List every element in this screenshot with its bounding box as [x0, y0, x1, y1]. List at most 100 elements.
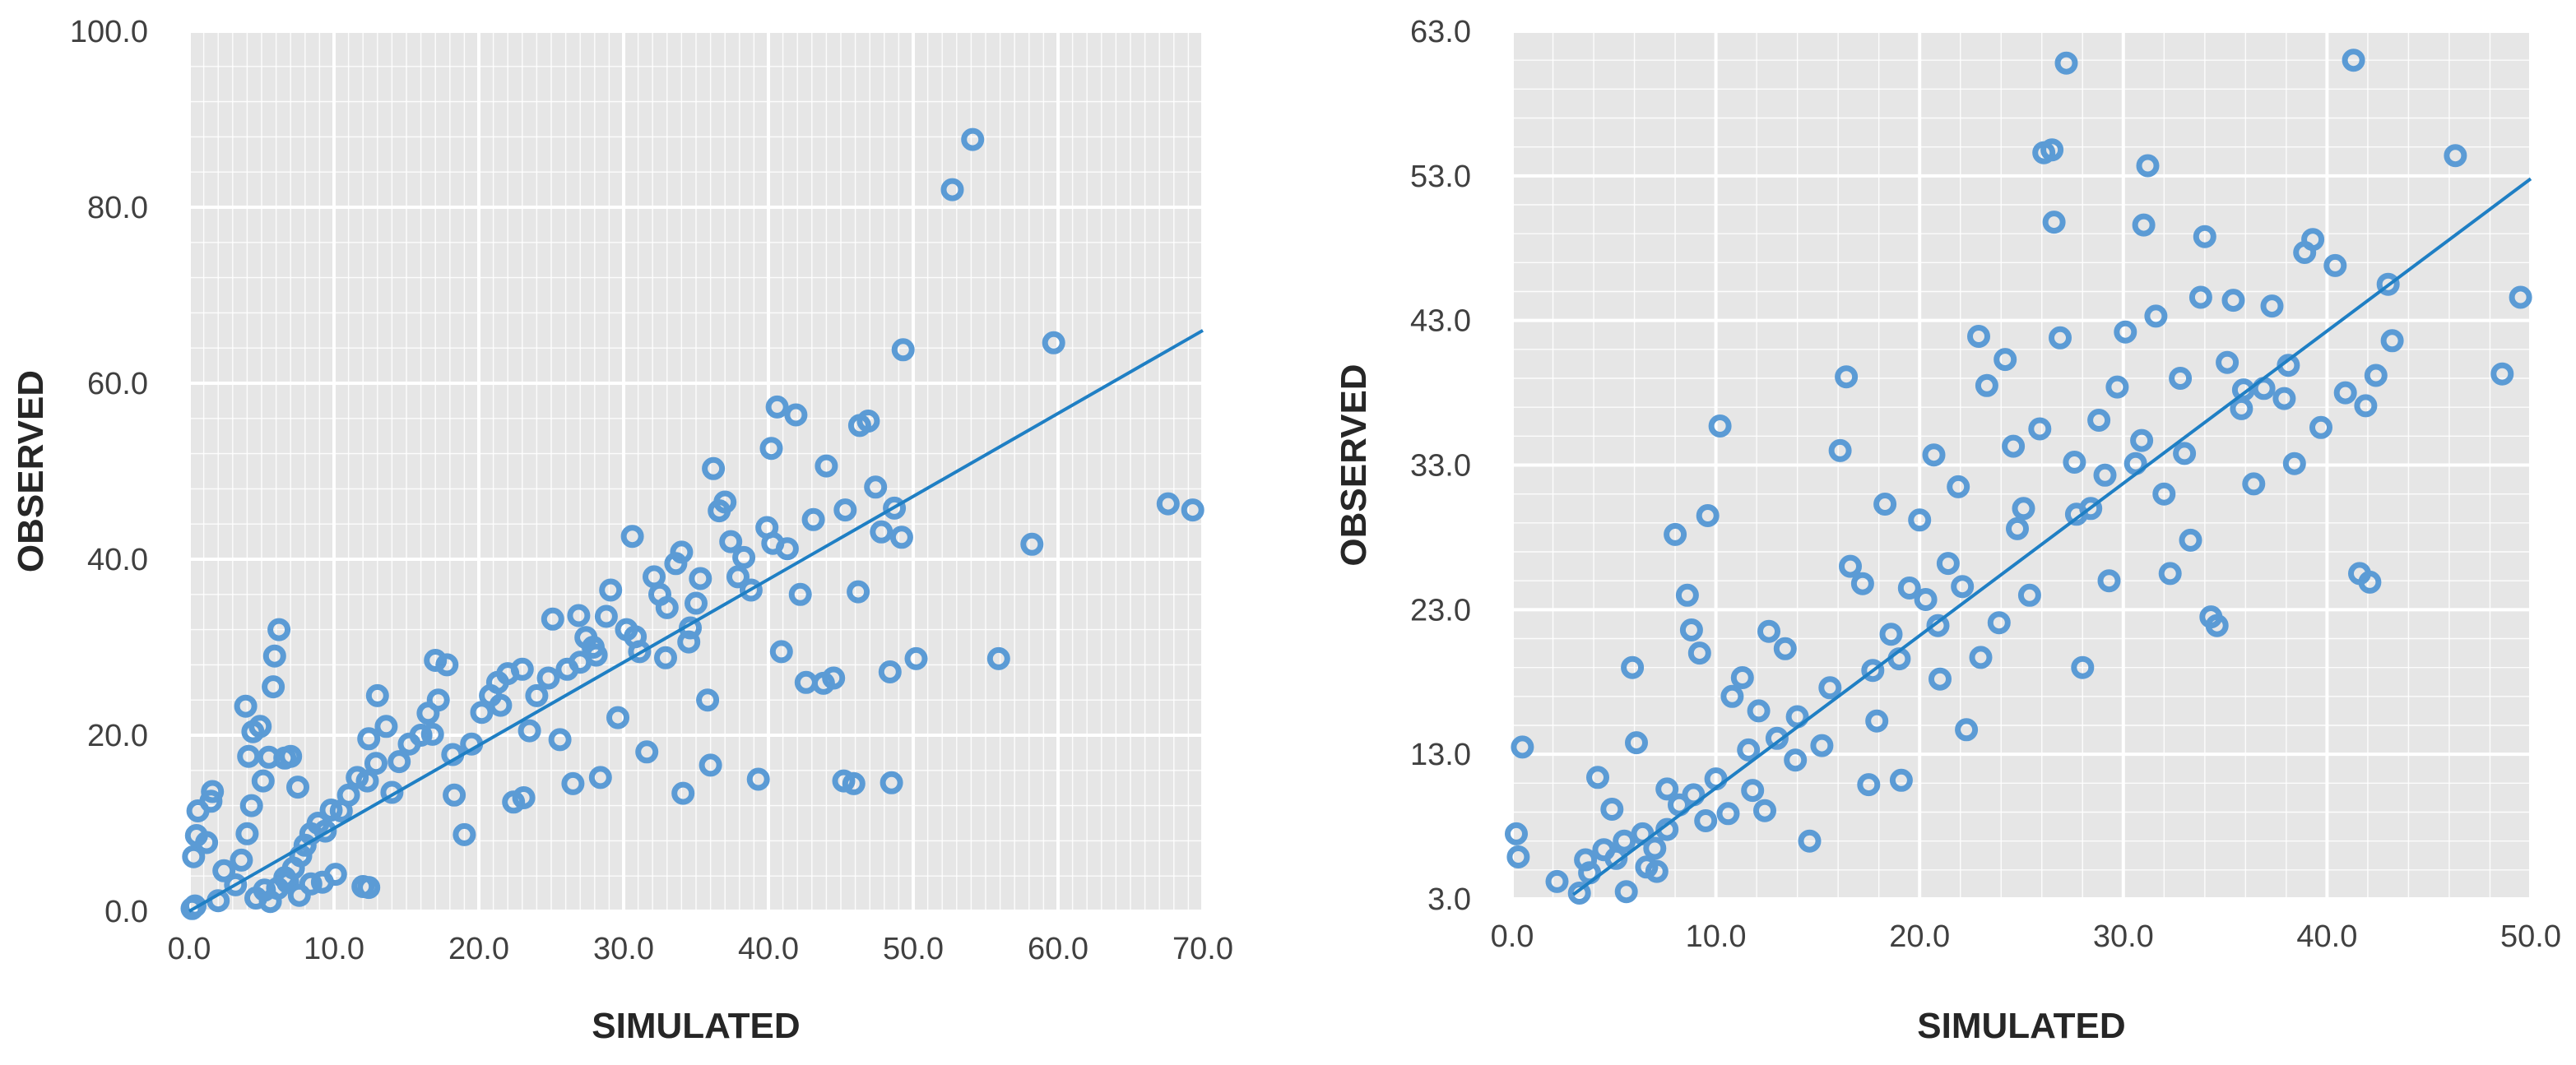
data-point	[889, 526, 913, 549]
data-point	[904, 646, 928, 670]
data-point	[2376, 272, 2400, 296]
data-point	[1613, 829, 1636, 853]
x-axis-title: SIMULATED	[592, 1006, 800, 1046]
data-point	[1511, 735, 1534, 759]
data-point	[234, 694, 258, 718]
data-point	[2136, 154, 2160, 178]
data-point	[2490, 362, 2514, 386]
data-point	[2002, 434, 2026, 458]
data-point	[2173, 442, 2197, 465]
data-point	[1947, 475, 1970, 498]
data-point	[2282, 451, 2306, 475]
data-point	[2144, 304, 2168, 328]
data-point	[224, 873, 248, 896]
data-point	[654, 646, 677, 669]
data-point	[2169, 367, 2193, 390]
data-point	[1936, 552, 1960, 576]
data-point	[1857, 773, 1881, 797]
data-point	[739, 578, 763, 602]
data-point	[567, 604, 591, 627]
data-point	[2444, 144, 2467, 168]
data-point	[251, 769, 275, 793]
data-point	[677, 630, 701, 654]
data-point	[2231, 378, 2255, 402]
data-point	[2323, 253, 2347, 277]
data-point	[1181, 498, 1204, 522]
data-point	[409, 724, 433, 747]
data-point	[2260, 294, 2284, 318]
data-point	[355, 769, 379, 793]
data-point	[1835, 365, 1859, 389]
data-point	[1987, 611, 2011, 635]
data-point	[1908, 508, 1932, 532]
data-point	[2152, 482, 2176, 506]
x-tick-labels: 0.0 10.0 20.0 30.0 40.0 50.0 60.0 70.0	[168, 932, 1233, 966]
data-point	[1861, 659, 1885, 683]
data-point	[1798, 829, 1822, 853]
data-point	[1694, 809, 1718, 832]
data-points	[180, 127, 1204, 920]
x-tick-label: 30.0	[593, 932, 654, 966]
trendline	[1572, 177, 2532, 896]
data-point	[1975, 373, 1998, 397]
data-point	[299, 872, 323, 896]
data-point	[584, 643, 608, 667]
data-point	[1765, 726, 1789, 750]
data-point	[182, 845, 206, 868]
data-point	[1645, 859, 1669, 883]
data-point	[201, 780, 225, 803]
data-point	[1586, 766, 1609, 789]
data-point	[1967, 325, 1990, 348]
data-point	[1042, 331, 1065, 354]
y-tick-label: 13.0	[1410, 738, 1471, 772]
data-point	[842, 771, 866, 795]
data-point	[832, 769, 856, 793]
data-point	[833, 498, 857, 522]
data-point	[1604, 846, 1628, 870]
data-point	[287, 883, 311, 907]
data-point	[759, 437, 783, 461]
y-tick-label: 20.0	[87, 719, 148, 753]
data-point	[2049, 326, 2072, 350]
data-point	[732, 545, 756, 569]
data-point	[1720, 684, 1744, 708]
data-point	[1741, 779, 1765, 803]
data-point	[594, 604, 618, 628]
data-point	[2272, 387, 2296, 410]
data-point	[1757, 619, 1780, 643]
data-point	[525, 683, 549, 707]
data-point	[761, 531, 785, 555]
data-point	[2221, 289, 2245, 313]
data-point	[1679, 618, 1703, 641]
y-axis-title: OBSERVED	[11, 370, 51, 572]
data-point	[262, 644, 286, 668]
data-point	[856, 410, 880, 433]
data-point	[1505, 822, 1528, 845]
data-point	[426, 688, 450, 712]
y-axis-title: OBSERVED	[1334, 363, 1374, 566]
data-point	[2063, 451, 2086, 474]
data-point	[2342, 49, 2365, 72]
data-point	[1574, 848, 1598, 872]
data-point	[940, 178, 964, 201]
data-point	[239, 794, 263, 817]
data-point	[2216, 350, 2239, 374]
y-tick-label: 80.0	[87, 191, 148, 225]
data-point	[1156, 492, 1180, 516]
data-point	[2012, 497, 2035, 521]
data-point	[1969, 646, 1993, 669]
data-point	[235, 822, 259, 845]
x-axis-title: SIMULATED	[1917, 1006, 2125, 1046]
data-point	[374, 715, 398, 739]
data-point	[1784, 748, 1808, 772]
data-point	[424, 649, 448, 672]
data-point	[337, 783, 360, 807]
data-point	[2042, 211, 2066, 234]
y-tick-labels: 0.0 20.0 40.0 60.0 80.0 100.0	[70, 15, 148, 929]
data-point	[1773, 637, 1797, 660]
data-point	[788, 582, 812, 606]
data-point	[2380, 329, 2404, 353]
x-tick-label: 70.0	[1172, 932, 1233, 966]
data-point	[1873, 493, 1897, 516]
